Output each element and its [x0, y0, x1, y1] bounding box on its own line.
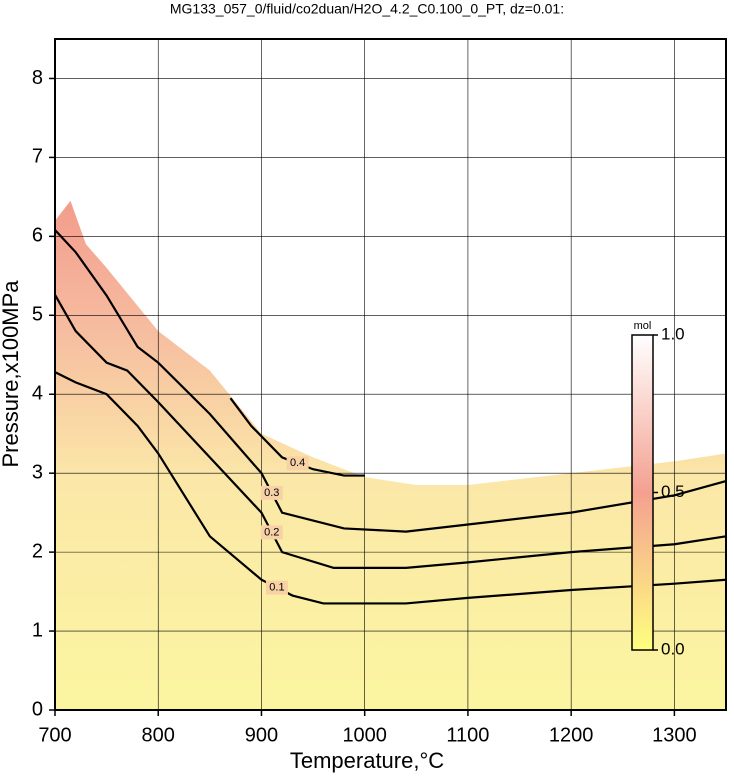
colorbar-label: mol — [634, 320, 652, 332]
x-axis-label: Temperature,°C — [290, 748, 444, 773]
y-tick-label: 6 — [32, 225, 43, 247]
x-tick-label: 900 — [245, 724, 278, 746]
contour-label: 0.1 — [269, 582, 284, 594]
y-tick-label: 5 — [32, 304, 43, 326]
y-tick-label: 3 — [32, 461, 43, 483]
y-tick-label: 0 — [32, 698, 43, 720]
x-tick-label: 800 — [142, 724, 175, 746]
chart-title: MG133_057_0/fluid/co2duan/H2O_4.2_C0.100… — [170, 1, 564, 17]
colorbar-tick-label: 0.0 — [661, 639, 685, 658]
y-tick-label: 2 — [32, 540, 43, 562]
y-axis-label: Pressure,x100MPa — [0, 280, 23, 468]
y-tick-label: 7 — [32, 146, 43, 168]
x-tick-label: 1300 — [652, 724, 697, 746]
contour-label-bg — [286, 456, 309, 471]
colorbar-tick-label: 0.5 — [661, 482, 685, 501]
x-tick-label: 1200 — [549, 724, 594, 746]
x-tick-label: 1000 — [342, 724, 387, 746]
contour-label: 0.3 — [264, 487, 279, 499]
contour-label: 0.2 — [264, 526, 279, 538]
x-tick-label: 700 — [38, 724, 71, 746]
stability-region — [55, 200, 726, 710]
y-tick-label: 1 — [32, 619, 43, 641]
colorbar-tick-label: 1.0 — [661, 324, 685, 343]
colorbar — [631, 334, 654, 651]
y-tick-label: 8 — [32, 67, 43, 89]
contour-label: 0.4 — [290, 457, 305, 469]
contour-label-bg — [265, 580, 288, 595]
y-tick-label: 4 — [32, 383, 43, 405]
contour-label-bg — [260, 485, 283, 500]
contour-label-bg — [260, 525, 283, 540]
plot-frame — [54, 38, 727, 711]
x-tick-label: 1100 — [446, 724, 489, 746]
